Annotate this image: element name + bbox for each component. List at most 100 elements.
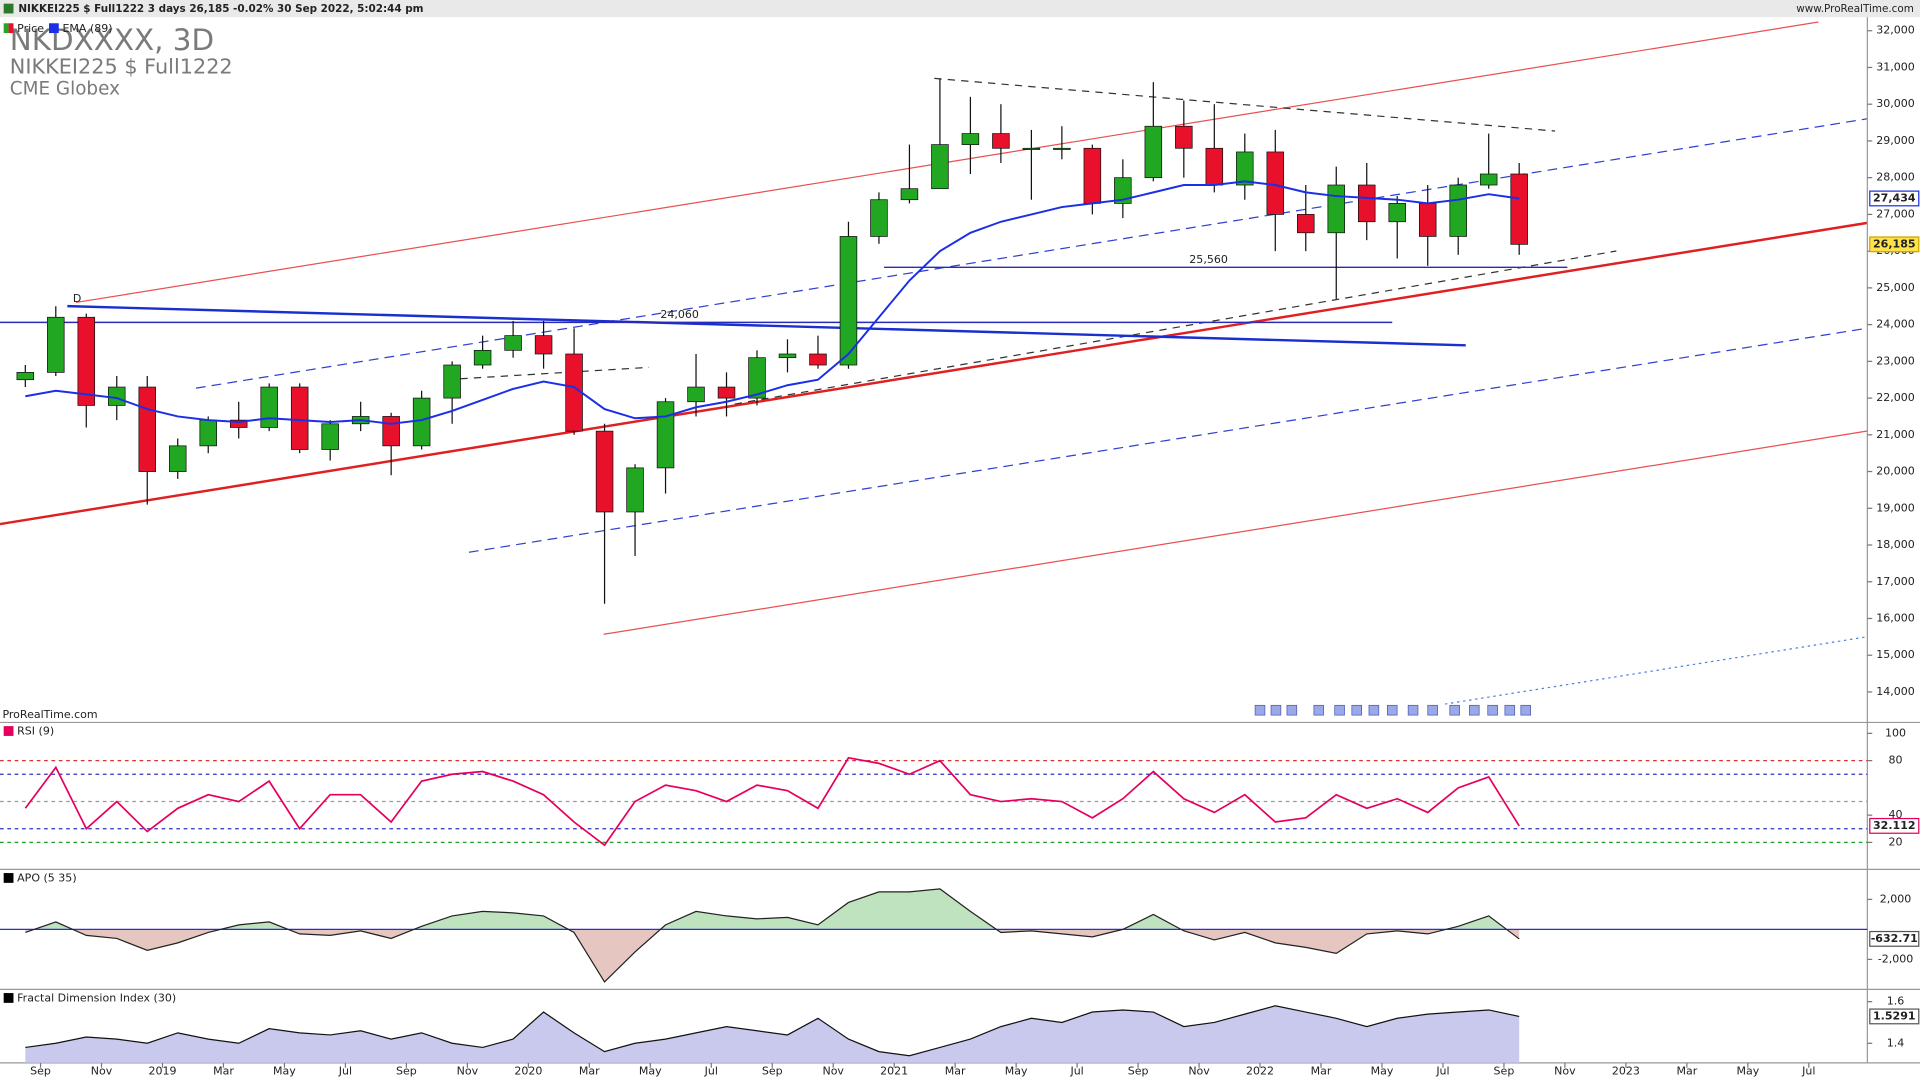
y-tick-label: 80	[1888, 754, 1902, 767]
value-tag	[1869, 236, 1920, 253]
value-tag	[1869, 930, 1920, 947]
event-icon	[1334, 704, 1345, 716]
panel-title: APO (5 35)	[17, 872, 76, 885]
x-tick-label: May	[1005, 1064, 1028, 1077]
x-tick-label: Nov	[1188, 1064, 1210, 1077]
x-tick-label: Sep	[762, 1064, 783, 1077]
event-icon	[1520, 704, 1531, 716]
x-tick-label: May	[1371, 1064, 1394, 1077]
candle-body	[77, 316, 96, 406]
candle-body	[412, 397, 431, 447]
candle-body	[290, 386, 309, 450]
candle-body	[1327, 184, 1346, 234]
candle-body	[961, 133, 980, 145]
y-tick-label: 1.6	[1887, 995, 1905, 1008]
value-tag-label: -632.71	[1871, 932, 1918, 945]
value-tag	[1869, 817, 1920, 834]
legend-label: EMA (89)	[62, 22, 112, 35]
y-tick-label: 18,000	[1876, 538, 1915, 551]
event-icon	[1427, 704, 1438, 716]
watermark-exchange: CME Globex	[10, 78, 120, 99]
area-fill	[25, 1005, 1520, 1063]
candle-body	[382, 416, 400, 447]
candle-body	[1418, 203, 1437, 237]
indicator-line	[25, 888, 1520, 983]
y-tick-label: 20	[1888, 835, 1902, 848]
candle-body	[931, 144, 949, 190]
x-tick-label: Nov	[457, 1064, 479, 1077]
value-tag-label: 1.5291	[1873, 1009, 1916, 1022]
event-icon	[1351, 704, 1362, 716]
candle-body	[1388, 203, 1406, 223]
candle-body	[748, 357, 766, 399]
candle-body	[47, 316, 65, 373]
event-icon	[1313, 704, 1325, 716]
x-tick-label: May	[1736, 1064, 1759, 1077]
candle-body	[1357, 184, 1376, 223]
panel-title: RSI (9)	[17, 725, 54, 738]
annotation: D	[73, 292, 81, 305]
x-tick-label: Jul	[338, 1064, 352, 1077]
y-tick-label: 1.4	[1887, 1036, 1905, 1049]
x-tick-label: Mar	[213, 1064, 234, 1077]
event-icon	[1449, 704, 1460, 716]
candle-body	[1083, 147, 1102, 204]
candle-body	[687, 386, 705, 403]
x-tick-label: 2019	[148, 1064, 176, 1077]
y-tick-label: 2,000	[1880, 892, 1912, 905]
trendline	[603, 430, 1868, 635]
candle-body	[870, 199, 888, 237]
legend-label: Price	[17, 22, 44, 35]
candle-body	[778, 353, 797, 359]
trendline	[734, 250, 1617, 405]
ema-line	[25, 180, 1520, 425]
credit: ProRealTime.com	[2, 708, 97, 721]
candle-body	[1297, 214, 1315, 234]
candle-body	[199, 419, 217, 447]
candle-body	[504, 335, 522, 351]
event-icon	[1469, 704, 1480, 716]
y-tick-label: 20,000	[1876, 465, 1915, 478]
y-tick-label: 19,000	[1876, 501, 1915, 514]
trendline	[468, 327, 1868, 553]
candle-body	[717, 386, 736, 399]
header-site: www.ProRealTime.com	[1796, 3, 1914, 15]
x-tick-label: Jul	[1435, 1064, 1449, 1077]
panel-title: Fractal Dimension Index (30)	[17, 992, 176, 1005]
watermark-name: NIKKEI225 $ Full1222	[10, 54, 233, 78]
x-tick-label: May	[639, 1064, 662, 1077]
x-tick-label: 2023	[1612, 1064, 1640, 1077]
event-icons	[1254, 704, 1531, 716]
candle-body	[595, 430, 614, 513]
value-tag-label: 32.112	[1873, 819, 1916, 832]
x-tick-label: 2020	[514, 1064, 542, 1077]
panel-title-swatch	[3, 726, 14, 736]
candle-body	[443, 364, 461, 399]
panel-title-swatch	[3, 993, 14, 1003]
event-icon	[1504, 704, 1516, 716]
y-tick-label: 28,000	[1876, 171, 1915, 184]
area-fill	[25, 888, 1520, 930]
candle-body	[138, 386, 157, 472]
candle-body	[900, 188, 919, 201]
candle-body	[1175, 125, 1193, 149]
event-icon	[1386, 704, 1398, 716]
value-tag-label: 27,434	[1873, 191, 1916, 204]
candle-body	[473, 349, 492, 366]
trendline	[934, 77, 1556, 132]
x-tick-label: Mar	[1676, 1064, 1697, 1077]
x-tick-label: May	[273, 1064, 296, 1077]
x-tick-label: Sep	[30, 1064, 51, 1077]
y-tick-label: 27,000	[1876, 207, 1915, 220]
trendline	[446, 366, 650, 381]
event-icon	[1487, 704, 1498, 716]
x-tick-label: Jul	[704, 1064, 718, 1077]
y-tick-label: 30,000	[1876, 97, 1915, 110]
x-tick-label: 2022	[1246, 1064, 1274, 1077]
event-icon	[1270, 704, 1282, 716]
y-tick-label: 25,000	[1876, 281, 1915, 294]
x-tick-label: Mar	[579, 1064, 600, 1077]
